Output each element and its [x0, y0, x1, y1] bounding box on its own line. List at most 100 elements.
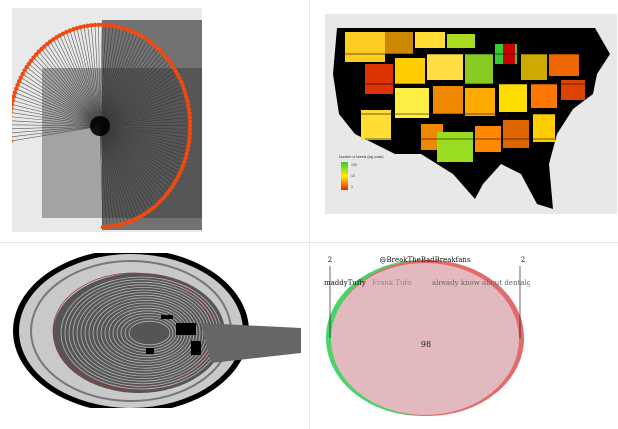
network-node	[132, 217, 138, 222]
venn-center-value: 98	[421, 340, 431, 349]
network-node	[12, 94, 16, 99]
network-node	[12, 135, 13, 139]
network-node	[186, 106, 192, 112]
network-node	[138, 33, 144, 38]
network-node	[174, 177, 179, 183]
network-node	[184, 94, 189, 100]
network-node	[110, 23, 116, 29]
network-node	[12, 106, 14, 111]
network-node	[154, 44, 159, 50]
network-node	[118, 25, 123, 30]
network-node	[145, 209, 151, 214]
network-node	[177, 170, 183, 176]
grid-divider-vertical	[309, 0, 310, 429]
network-node	[187, 119, 193, 124]
network-node	[183, 91, 188, 96]
network-node	[122, 221, 127, 226]
network-node	[36, 49, 41, 54]
network-node	[181, 87, 187, 92]
venn-left-count: 2	[328, 256, 332, 264]
network-node	[185, 98, 190, 104]
grid-divider-horizontal	[0, 242, 618, 243]
network-node	[142, 211, 148, 217]
network-node	[180, 163, 186, 168]
network-node	[20, 71, 25, 77]
network-node	[145, 37, 150, 43]
network-node	[183, 155, 188, 161]
venn-left-label: maddyTuffy	[324, 279, 366, 287]
network-node	[169, 184, 175, 190]
network-node	[162, 52, 167, 58]
network-node	[179, 167, 184, 172]
network-node	[12, 110, 13, 115]
network-node	[81, 24, 87, 29]
network-node	[103, 22, 109, 28]
network-node	[141, 35, 147, 40]
network-node	[15, 82, 20, 88]
network-node	[187, 111, 192, 116]
network-node	[28, 58, 34, 63]
network-node	[185, 147, 190, 153]
network-node	[169, 62, 174, 67]
network-node	[115, 223, 120, 228]
network-node	[160, 196, 165, 202]
network-node	[180, 83, 185, 88]
network-node	[177, 76, 182, 81]
network-node	[71, 27, 76, 32]
network-node	[171, 65, 176, 70]
network-node	[107, 23, 112, 28]
network-node	[121, 26, 127, 31]
network-node	[186, 102, 191, 108]
network-node	[57, 33, 62, 38]
venn-mid-label: Frank Tufo	[372, 279, 411, 287]
network-node	[12, 139, 14, 143]
network-node	[16, 78, 22, 84]
state-patches	[345, 32, 585, 162]
network-node	[31, 55, 36, 60]
network-node	[13, 86, 19, 91]
venn-intersection	[331, 263, 519, 415]
venn-right-label: already know about dentalgear	[432, 279, 530, 287]
network-node	[48, 39, 53, 44]
network-node	[129, 218, 134, 223]
network-node	[114, 24, 119, 29]
network-node	[99, 22, 105, 28]
network-node	[148, 39, 153, 45]
network-node	[175, 174, 181, 179]
network-node	[154, 202, 160, 207]
network-node	[184, 151, 189, 157]
network-node	[148, 207, 154, 212]
map-legend: Number of tweets (log scale) 100 10 1	[339, 155, 384, 190]
network-node	[12, 98, 15, 103]
network-node	[151, 204, 157, 210]
network-node	[159, 50, 164, 55]
network-node	[85, 23, 90, 28]
network-node	[51, 37, 56, 42]
map-legend-title: Number of tweets (log scale)	[339, 155, 384, 159]
network-node	[33, 52, 39, 57]
network-node	[165, 190, 170, 196]
network-node	[18, 75, 24, 80]
network-node	[175, 72, 180, 77]
network-node	[54, 35, 59, 40]
network-node	[128, 28, 134, 34]
network-node	[167, 187, 173, 193]
network-node	[186, 139, 192, 145]
radial-network-plot	[12, 8, 202, 232]
network-node	[39, 46, 44, 52]
network-node	[45, 41, 50, 47]
venn-title: @BreakTheBadBreakfans	[379, 256, 470, 264]
network-node	[96, 22, 101, 28]
network-node	[111, 223, 117, 229]
network-node	[108, 224, 113, 229]
network-node	[42, 44, 47, 49]
network-node	[187, 135, 192, 141]
network-node	[151, 42, 156, 47]
network-node	[135, 31, 140, 37]
legend-tick: 1	[351, 185, 353, 189]
network-node	[156, 47, 162, 52]
network-node	[132, 30, 137, 35]
network-node	[12, 90, 18, 95]
network-node	[187, 127, 193, 132]
